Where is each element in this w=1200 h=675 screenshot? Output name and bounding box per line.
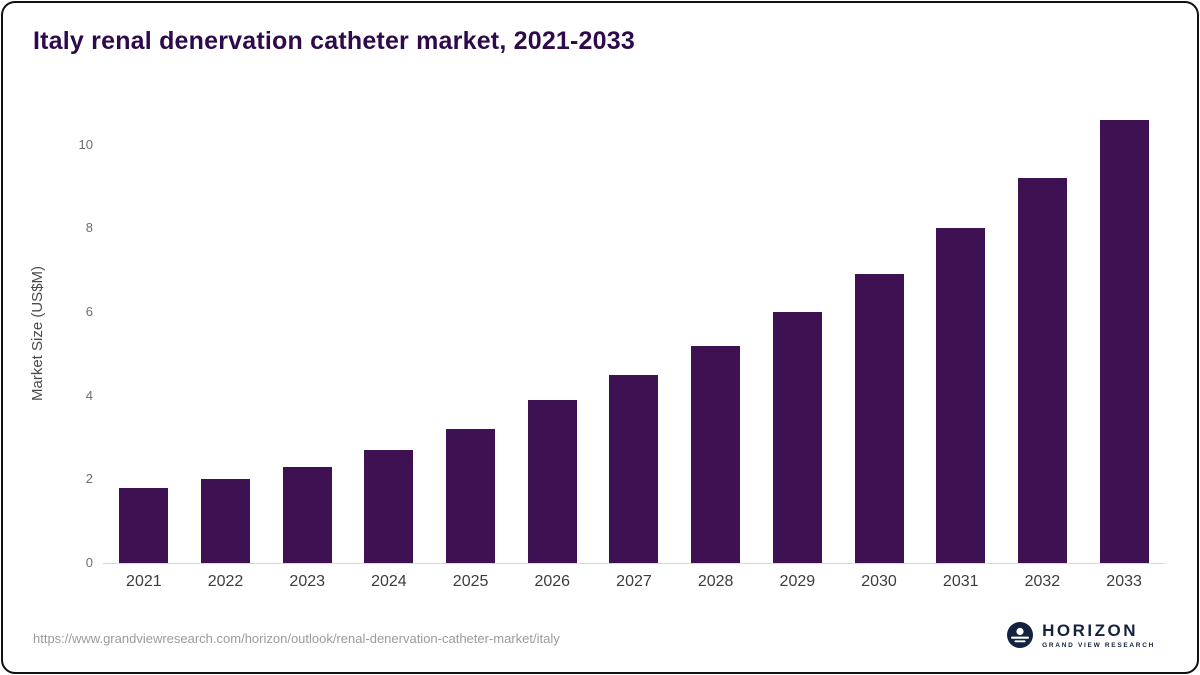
x-tick-label-2024: 2024 [371,573,407,590]
x-tick-label-2029: 2029 [779,573,816,590]
y-tick-label: 0 [85,555,93,570]
bar-2023 [282,467,332,563]
y-axis: 0 2 4 6 8 10 [59,103,93,569]
horizon-globe-icon [1007,622,1034,648]
x-axis-labels: 2021 2022 2023 2024 2025 2026 2027 2028 2029 2030… [103,573,1165,591]
bar-2028 [691,346,741,563]
logo-text: HORIZON GRAND VIEW RESEARCH [1042,622,1155,649]
x-tick-label-2033: 2033 [1106,573,1142,590]
bar-2027 [609,375,659,563]
bar-2025 [446,429,496,563]
logo-title: HORIZON [1042,620,1139,640]
bar-2029 [772,312,822,563]
bar-2024 [364,450,414,563]
bar-2033 [1099,120,1149,563]
x-tick-label-2025: 2025 [452,573,489,590]
y-tick-label: 4 [85,387,93,403]
x-tick-label-2023: 2023 [289,573,326,590]
x-tick-label-2022: 2022 [207,573,244,590]
horizon-logo: HORIZON GRAND VIEW RESEARCH [1006,621,1155,649]
logo-subtitle: GRAND VIEW RESEARCH [1042,641,1155,649]
plot-area [103,103,1165,564]
y-tick-label: 8 [85,220,93,236]
chart-title: Italy renal denervation catheter market,… [33,27,635,55]
x-tick-label-2021: 2021 [126,573,162,590]
x-tick-label-2027: 2027 [616,573,652,590]
bar-2021 [119,488,169,563]
y-tick-label: 10 [78,136,93,152]
y-tick-label: 6 [85,304,93,320]
x-tick-label-2026: 2026 [534,573,571,590]
x-tick-label-2028: 2028 [697,573,734,590]
x-tick-label-2030: 2030 [861,573,897,590]
bar-2032 [1017,178,1067,563]
x-tick-label-2031: 2031 [942,573,979,590]
y-tick-label: 2 [85,471,93,487]
x-tick-label-2032: 2032 [1024,573,1061,590]
bar-2026 [527,400,577,563]
y-axis-title: Market Size (US$M) [29,265,46,401]
bar-2031 [936,228,986,563]
bar-2022 [201,479,251,563]
source-url: https://www.grandviewresearch.com/horizo… [33,631,560,646]
bar-2030 [854,274,904,563]
